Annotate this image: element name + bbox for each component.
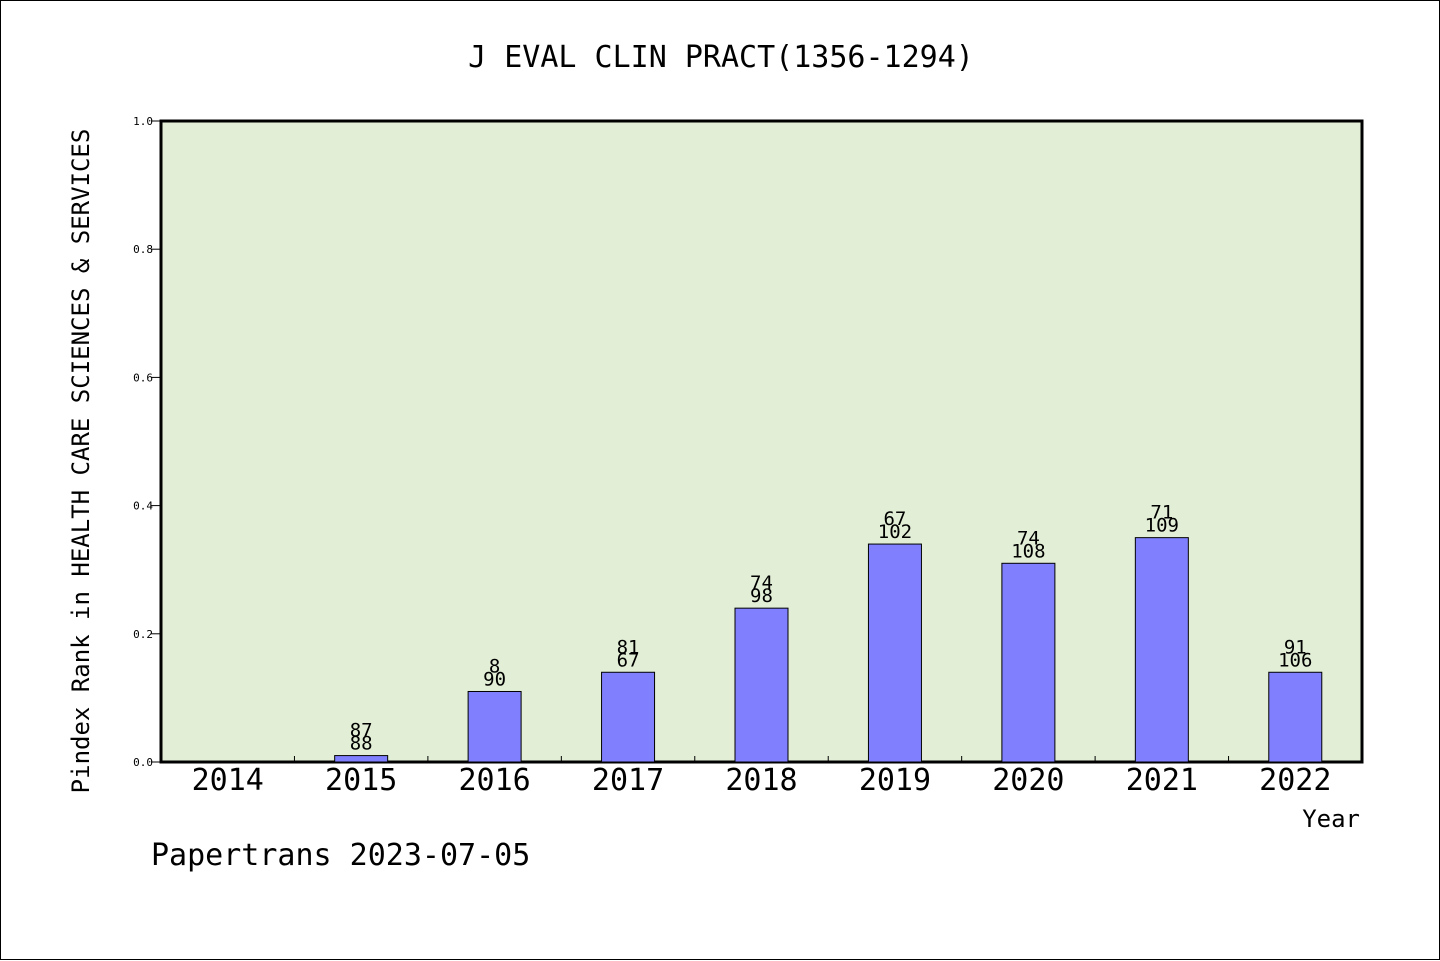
chart-title: J EVAL CLIN PRACT(1356-1294) [468,40,974,75]
y-tick-label: 0.0 [133,756,153,769]
bar-label-top: 74 [1017,527,1040,549]
bar-label-bottom: 106 [1278,649,1312,671]
bar [1134,537,1189,763]
y-tick-label: 1.0 [133,115,153,128]
bar [467,690,522,763]
bar-label-bottom: 88 [350,733,373,755]
y-tick-label: 0.4 [133,500,153,513]
x-tick-label: 2014 [192,763,264,798]
bar [601,671,656,763]
bar [734,607,789,763]
y-axis: 0.0 0.2 0.4 0.6 0.8 1.0 [133,115,161,769]
bar-label-top: 87 [350,720,373,742]
bar-label-bottom: 108 [1011,540,1045,562]
x-tick-label: 2018 [725,763,797,798]
bar-label-bottom: 67 [617,649,640,671]
bar-label-bottom: 90 [483,668,506,690]
bar [867,543,922,763]
x-tick-label: 2022 [1259,763,1331,798]
y-tick-label: 0.6 [133,371,153,384]
x-axis: 2014 2015 2016 2017 2018 2019 2020 2021 2022 [192,756,1331,798]
bar [1001,562,1056,763]
x-tick-label: 2021 [1126,763,1198,798]
x-tick-label: 2016 [458,763,530,798]
footer-text: Papertrans 2023-07-05 [151,838,530,873]
bar-label-bottom: 98 [750,585,773,607]
bar-label-bottom: 109 [1145,515,1179,537]
bar [1268,671,1323,763]
bar-label-bottom: 102 [878,521,912,543]
x-tick-label: 2019 [859,763,931,798]
bar-label-top: 81 [617,636,640,658]
bar-label-top: 71 [1150,502,1173,524]
x-axis-label: Year [1302,805,1360,833]
x-tick-label: 2020 [992,763,1064,798]
y-tick-label: 0.8 [133,243,153,256]
bar-label-top: 74 [750,572,773,594]
bar-label-top: 67 [883,508,906,530]
bar-label-top: 8 [489,655,500,677]
y-axis-label: Pindex Rank in HEALTH CARE SCIENCES & SE… [67,129,95,794]
bar [334,755,389,763]
bar-label-top: 91 [1284,636,1307,658]
y-tick-label: 0.2 [133,628,153,641]
x-tick-label: 2017 [592,763,664,798]
x-tick-label: 2015 [325,763,397,798]
